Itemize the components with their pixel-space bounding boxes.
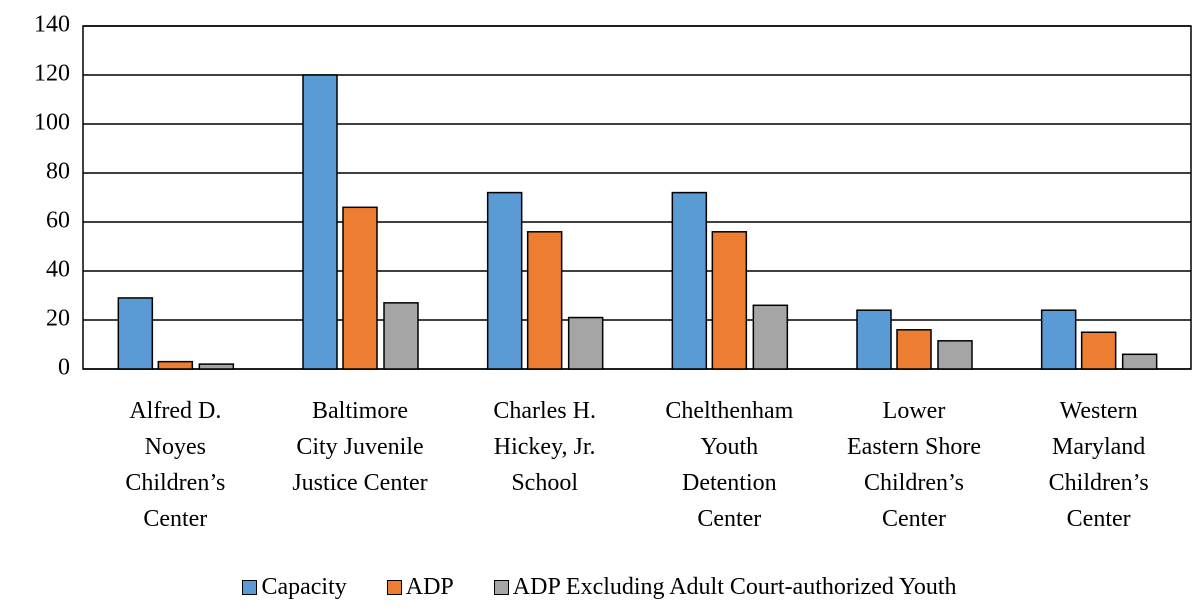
- plot-frame: [82, 25, 1192, 370]
- legend-label: Capacity: [261, 574, 347, 600]
- y-tick-label: 20: [46, 306, 70, 332]
- y-tick-label: 40: [46, 257, 70, 283]
- bar: [711, 231, 748, 370]
- legend-item: ADP Excluding Adult Court-authorized You…: [493, 574, 957, 601]
- x-tick-label: Western Maryland Children’s Center: [1048, 398, 1149, 532]
- bar: [342, 206, 378, 370]
- x-tick-label: Chelthenham Youth Detention Center: [665, 398, 794, 532]
- legend-swatch: [493, 580, 509, 595]
- bar: [1040, 309, 1077, 370]
- bar: [671, 191, 708, 370]
- bar: [1121, 353, 1158, 370]
- bar: [856, 309, 892, 370]
- bar: [117, 297, 154, 370]
- bar: [383, 302, 419, 370]
- legend-label: ADP: [405, 574, 454, 600]
- legend-item: ADP: [386, 574, 454, 601]
- bar: [198, 363, 235, 370]
- legend-label: ADP Excluding Adult Court-authorized You…: [512, 574, 957, 600]
- bar: [302, 74, 338, 370]
- bar: [486, 191, 523, 370]
- y-tick-label: 60: [46, 208, 70, 234]
- y-tick-label: 120: [34, 61, 70, 87]
- y-tick-label: 100: [34, 110, 70, 136]
- bar: [896, 329, 932, 370]
- bar: [526, 231, 563, 370]
- bar: [937, 340, 973, 370]
- legend-item: Capacity: [242, 574, 347, 601]
- y-tick-label: 140: [34, 12, 70, 38]
- y-tick-label: 0: [58, 355, 70, 381]
- bar: [157, 360, 194, 370]
- bar: [1080, 331, 1117, 370]
- legend-swatch: [242, 580, 258, 595]
- x-tick-label: Alfred D. Noyes Children’s Center: [125, 398, 226, 532]
- y-tick-label: 80: [46, 159, 70, 185]
- x-tick-label: Lower Eastern Shore Children’s Center: [847, 398, 981, 532]
- bar: [752, 304, 789, 370]
- legend: Capacity ADP ADP Excluding Adult Court-aut…: [0, 574, 1199, 601]
- legend-swatch: [386, 580, 402, 595]
- bar: [567, 316, 604, 370]
- x-tick-label: Charles H. Hickey, Jr. School: [493, 398, 596, 496]
- x-tick-label: Baltimore City Juvenile Justice Center: [292, 398, 428, 496]
